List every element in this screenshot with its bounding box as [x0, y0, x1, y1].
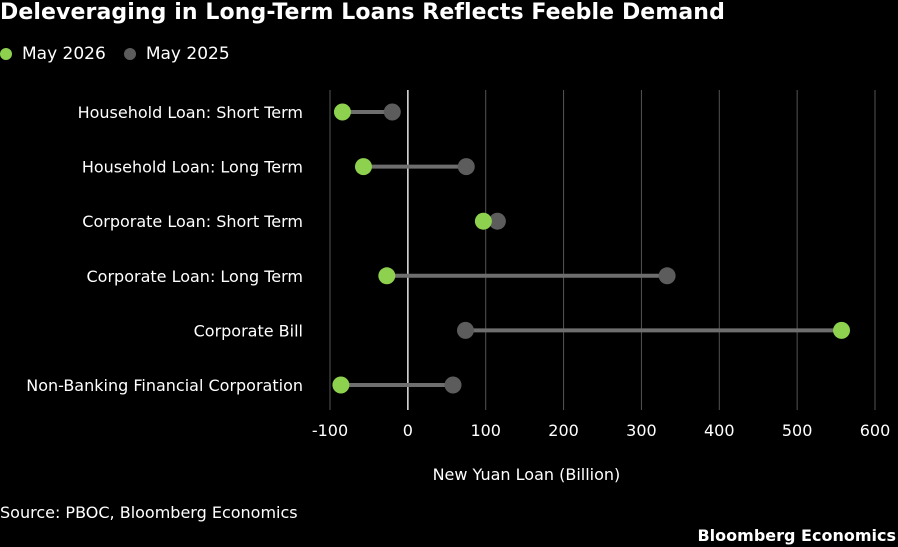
dumbbell-chart: -100 0 100 200 300 400 500 600 New Yuan Loan (Bi… [26, 90, 891, 484]
point-may-2026-0 [333, 103, 351, 121]
category-label-5: Non-Banking Financial Corporation [26, 376, 303, 395]
legend-item-series-1: May 2026 [0, 44, 106, 64]
point-may-2026-4 [833, 321, 851, 339]
legend-swatch-series-2 [123, 48, 136, 60]
brand-logo-text: Bloomberg Economics [697, 526, 896, 545]
x-tick-label-3: 200 [548, 421, 579, 440]
point-may-2025-4 [456, 321, 474, 339]
legend-label-series-2: May 2025 [145, 44, 230, 64]
point-may-2025-2 [488, 212, 506, 230]
x-tick-label-5: 400 [704, 421, 735, 440]
category-label-2: Corporate Loan: Short Term [82, 212, 303, 231]
point-may-2026-5 [332, 376, 350, 394]
x-tick-label-1: 0 [403, 421, 413, 440]
point-may-2025-3 [658, 267, 676, 285]
x-tick-label-6: 500 [782, 421, 813, 440]
chart-title: Deleveraging in Long-Term Loans Reflects… [0, 0, 725, 25]
point-may-2026-1 [354, 158, 372, 176]
legend-item-series-2: May 2025 [123, 44, 230, 64]
legend-swatch-series-1 [0, 48, 12, 60]
category-label-0: Household Loan: Short Term [78, 103, 303, 122]
category-label-1: Household Loan: Long Term [82, 158, 303, 177]
x-tick-label-2: 100 [470, 421, 501, 440]
x-tick-label-4: 300 [626, 421, 657, 440]
point-may-2026-3 [378, 267, 396, 285]
category-label-4: Corporate Bill [194, 321, 303, 340]
point-may-2025-0 [383, 103, 401, 121]
x-axis-label: New Yuan Loan (Billion) [433, 465, 621, 484]
x-tick-label-7: 600 [860, 421, 891, 440]
legend: May 2026 May 2025 [0, 44, 248, 64]
source-note: Source: PBOC, Bloomberg Economics [0, 503, 298, 522]
point-may-2026-2 [474, 212, 492, 230]
point-may-2025-1 [457, 158, 475, 176]
category-label-3: Corporate Loan: Long Term [87, 267, 304, 286]
x-tick-label-0: -100 [312, 421, 348, 440]
point-may-2025-5 [444, 376, 462, 394]
legend-label-series-1: May 2026 [22, 44, 106, 64]
